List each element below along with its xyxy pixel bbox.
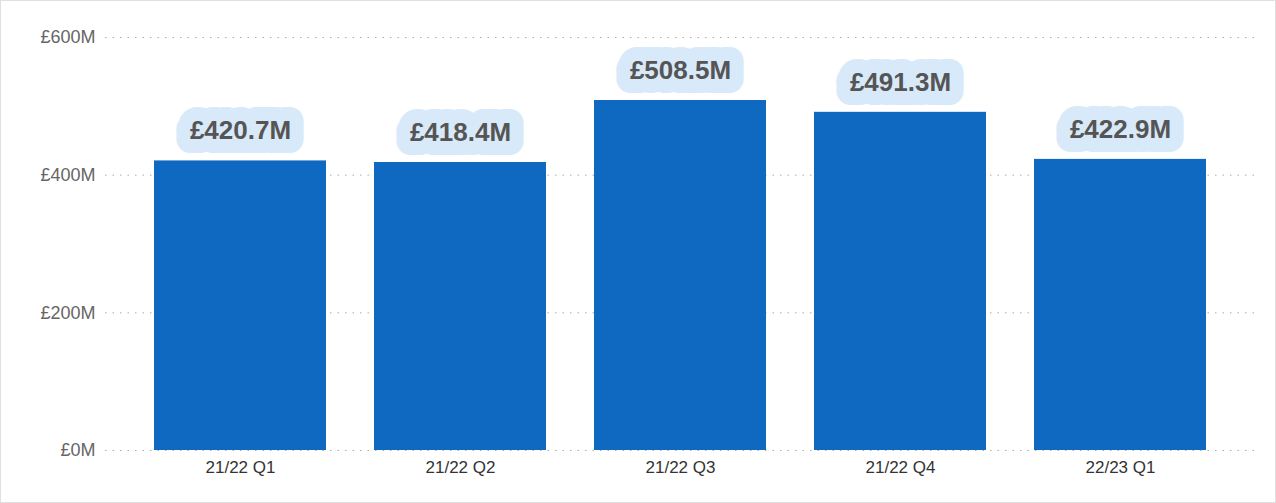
svg-text:£422.9M: £422.9M	[1070, 114, 1171, 144]
svg-text:£0M: £0M	[60, 440, 95, 460]
svg-text:21/22 Q4: 21/22 Q4	[866, 458, 936, 477]
svg-text:21/22 Q1: 21/22 Q1	[206, 458, 276, 477]
svg-text:£422.9M: £422.9M	[1070, 114, 1171, 144]
svg-text:£420.7M: £420.7M	[190, 115, 291, 145]
svg-text:22/23 Q1: 22/23 Q1	[1086, 458, 1156, 477]
svg-text:21/22 Q2: 21/22 Q2	[426, 458, 496, 477]
svg-text:£600M: £600M	[40, 27, 95, 47]
svg-text:£491.3M: £491.3M	[850, 67, 951, 97]
svg-text:£508.5M: £508.5M	[630, 55, 731, 85]
svg-text:£418.4M: £418.4M	[410, 117, 511, 147]
svg-text:£508.5M: £508.5M	[630, 55, 731, 85]
svg-text:£491.3M: £491.3M	[850, 67, 951, 97]
svg-text:£418.4M: £418.4M	[410, 117, 511, 147]
svg-text:£200M: £200M	[40, 303, 95, 323]
svg-text:21/22 Q3: 21/22 Q3	[646, 458, 716, 477]
svg-text:£400M: £400M	[40, 165, 95, 185]
svg-text:£420.7M: £420.7M	[190, 115, 291, 145]
